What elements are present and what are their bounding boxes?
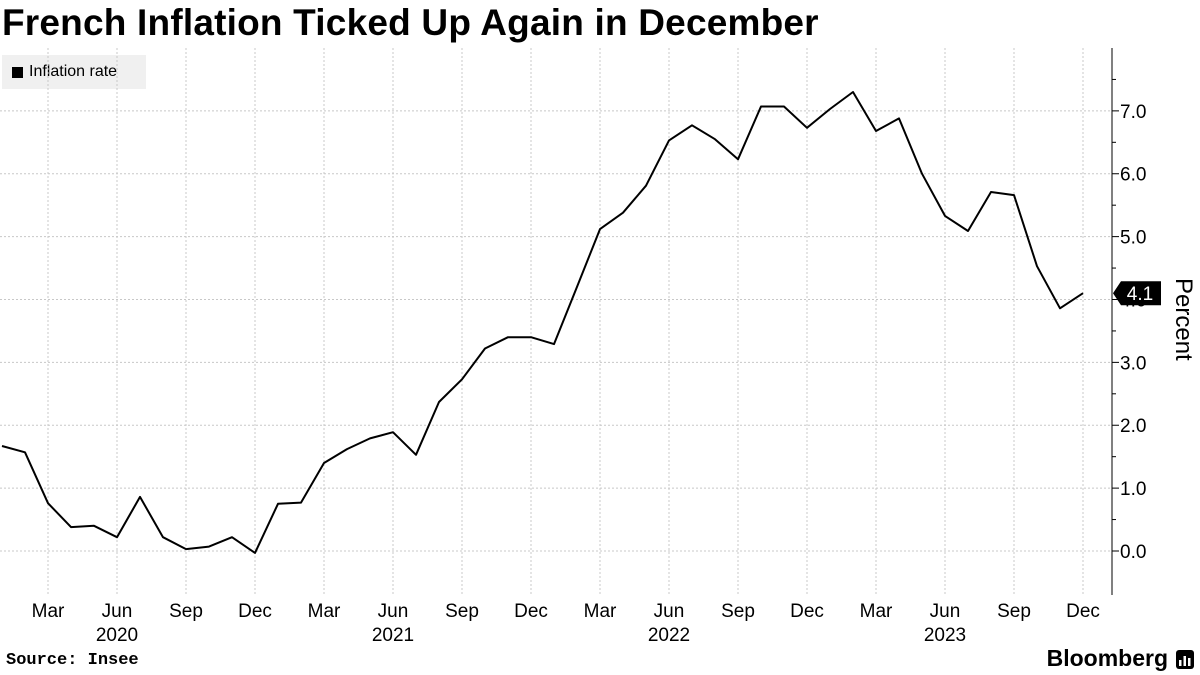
x-ticks: Mar Jun Sep Dec Mar Jun Sep Dec Mar Jun Sep Dec Mar J… [32, 601, 1100, 646]
x-tick-label: Dec [790, 601, 824, 622]
x-tick-label: Mar [860, 601, 893, 622]
x-tick-label: Mar [308, 601, 341, 622]
y-axis-label: Percent [1170, 278, 1197, 361]
y-tick-label: 2.0 [1120, 416, 1146, 437]
series-line-inflation-rate [1, 91, 1084, 554]
x-year-label: 2023 [924, 625, 966, 646]
x-tick-label: Jun [654, 601, 685, 622]
x-tick-label: Sep [445, 601, 479, 622]
x-tick-label: Sep [997, 601, 1031, 622]
bloomberg-logo: Bloomberg [1046, 645, 1168, 671]
y-ticks: 0.01.02.03.04.05.06.07.0 [1112, 78, 1146, 563]
x-tick-label: Jun [930, 601, 961, 622]
x-tick-label: Sep [169, 601, 203, 622]
bloomberg-terminal-icon [1176, 650, 1194, 669]
y-tick-label: 6.0 [1120, 165, 1146, 186]
legend: Inflation rate [2, 55, 146, 89]
x-tick-label: Dec [514, 601, 548, 622]
y-tick-label: 5.0 [1120, 228, 1146, 249]
y-tick-label: 0.0 [1120, 542, 1146, 563]
last-value-label-group: 4.1 [1113, 281, 1161, 306]
x-tick-label: Dec [1066, 601, 1100, 622]
x-tick-label: Mar [584, 601, 617, 622]
legend-label-inflation-rate: Inflation rate [29, 63, 118, 80]
x-tick-label: Dec [238, 601, 272, 622]
y-tick-label: 1.0 [1120, 479, 1146, 500]
last-value-label: 4.1 [1127, 284, 1153, 305]
x-tick-label: Jun [102, 601, 133, 622]
series-layer [1, 91, 1084, 554]
x-tick-label: Jun [378, 601, 409, 622]
y-tick-label: 7.0 [1120, 102, 1146, 123]
source-note: Source: Insee [6, 651, 139, 670]
x-year-label: 2020 [96, 625, 138, 646]
y-tick-label: 3.0 [1120, 353, 1146, 374]
x-tick-label: Mar [32, 601, 65, 622]
last-value-label-box [1113, 281, 1161, 306]
legend-swatch-inflation-rate [12, 66, 23, 78]
x-year-label: 2022 [648, 625, 690, 646]
chart-title: French Inflation Ticked Up Again in Dece… [2, 2, 819, 43]
grid-lines [0, 48, 1112, 595]
x-tick-label: Sep [721, 601, 755, 622]
x-year-label: 2021 [372, 625, 414, 646]
